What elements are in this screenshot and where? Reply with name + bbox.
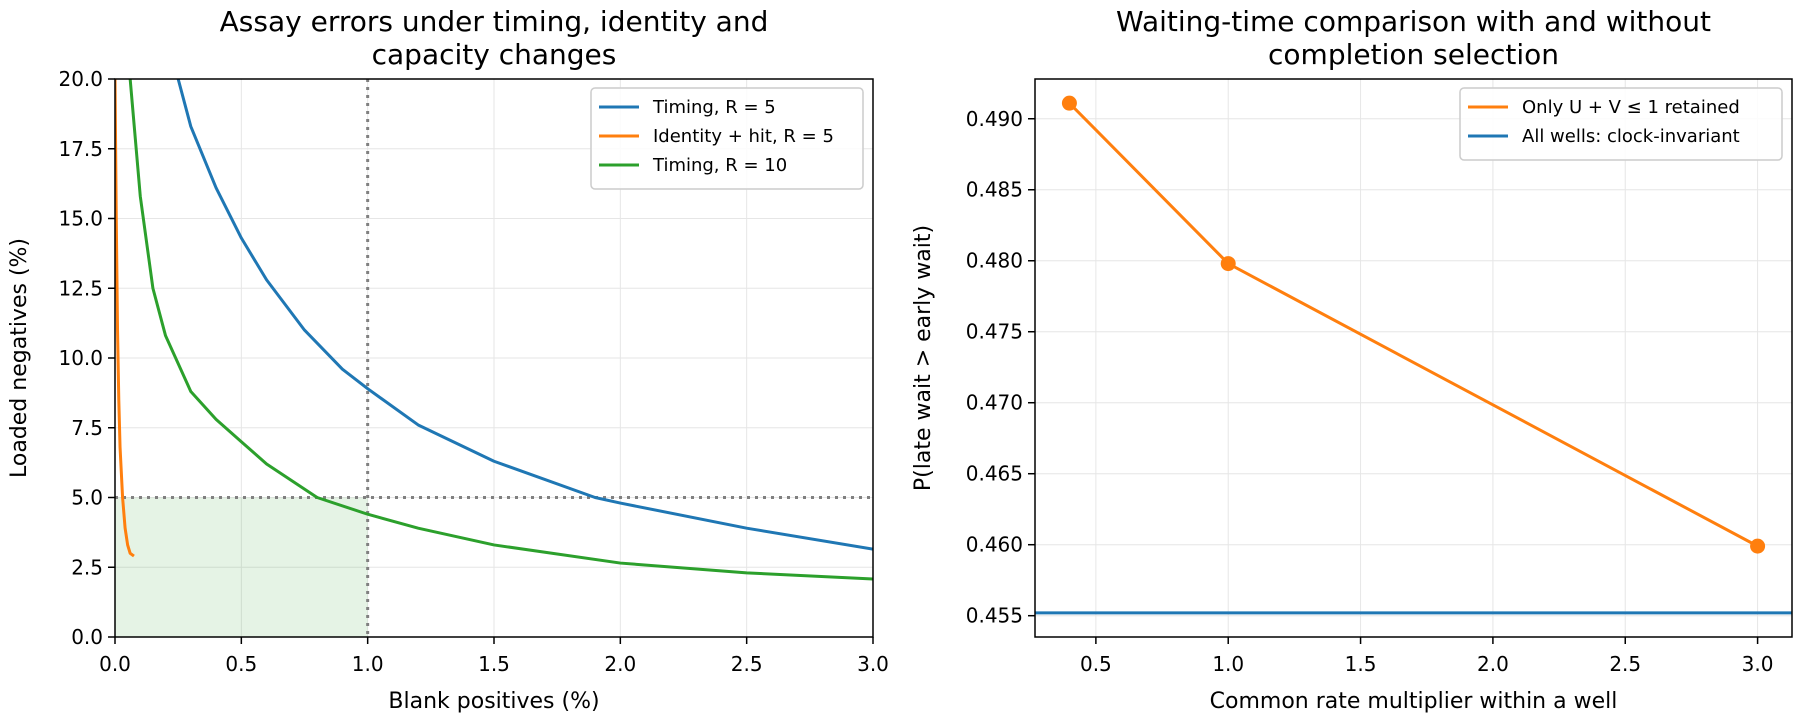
x-tick-label: 2.5 (1609, 652, 1641, 676)
chart-title-line: completion selection (1268, 38, 1559, 71)
x-tick-label: 3.0 (1742, 652, 1774, 676)
y-tick-label: 0.485 (966, 178, 1023, 202)
series-group (115, 79, 873, 581)
legend-label: Only U + V ≤ 1 retained (1522, 97, 1740, 118)
y-tick-label: 7.5 (71, 416, 103, 440)
legend-box (590, 87, 864, 190)
y-tick-label: 12.5 (58, 276, 103, 300)
chart-title-line: Waiting-time comparison with and without (1116, 5, 1711, 38)
series-line (176, 79, 873, 551)
data-point (1061, 95, 1077, 111)
y-tick-label: 0.470 (966, 391, 1023, 415)
plot-frame (1034, 78, 1793, 638)
y-tick-label: 10.0 (58, 346, 103, 370)
y-tick-label: 2.5 (71, 555, 103, 579)
x-tick-label: 2.0 (1477, 652, 1509, 676)
y-tick-label: 0.0 (71, 625, 103, 649)
x-tick-label: 1.0 (1212, 652, 1244, 676)
series-group (1035, 95, 1792, 615)
x-axis-label: Common rate multiplier within a well (1210, 689, 1618, 714)
x-tick-label: 1.5 (1345, 652, 1377, 676)
y-tick-label: 0.480 (966, 249, 1023, 273)
x-axis-label: Blank positives (%) (388, 689, 599, 714)
x-tick-label: 2.0 (604, 652, 636, 676)
legend-box (1459, 87, 1783, 161)
y-tick-label: 0.455 (966, 604, 1023, 628)
series-line (128, 79, 873, 581)
data-point (1220, 256, 1236, 272)
legend-label: All wells: clock-invariant (1522, 126, 1740, 147)
legend-label: Timing, R = 10 (652, 155, 787, 176)
series-line (115, 79, 135, 558)
y-tick-label: 20.0 (58, 67, 103, 91)
y-axis-label: P(late wait > early wait) (911, 225, 936, 491)
x-tick-label: 0.5 (225, 652, 257, 676)
x-tick-label: 0.5 (1080, 652, 1112, 676)
y-tick-label: 15.0 (58, 207, 103, 231)
x-tick-label: 2.5 (731, 652, 763, 676)
x-tick-label: 1.0 (352, 652, 384, 676)
data-point (1750, 538, 1766, 554)
series-line (1068, 102, 1759, 548)
x-tick-label: 1.5 (478, 652, 510, 676)
x-tick-label: 3.0 (857, 652, 889, 676)
y-axis-label: Loaded negatives (%) (7, 238, 32, 478)
legend-label: Timing, R = 5 (652, 97, 776, 118)
y-tick-label: 0.460 (966, 533, 1023, 557)
chart-title-line: capacity changes (372, 38, 617, 71)
y-tick-label: 5.0 (71, 486, 103, 510)
y-tick-label: 0.490 (966, 107, 1023, 131)
chart-title-line: Assay errors under timing, identity and (220, 5, 769, 38)
acceptable-region-shading (115, 497, 368, 637)
legend-label: Identity + hit, R = 5 (653, 126, 834, 147)
y-tick-label: 0.465 (966, 462, 1023, 486)
y-tick-label: 17.5 (58, 137, 103, 161)
y-tick-label: 0.475 (966, 320, 1023, 344)
x-tick-label: 0.0 (99, 652, 131, 676)
